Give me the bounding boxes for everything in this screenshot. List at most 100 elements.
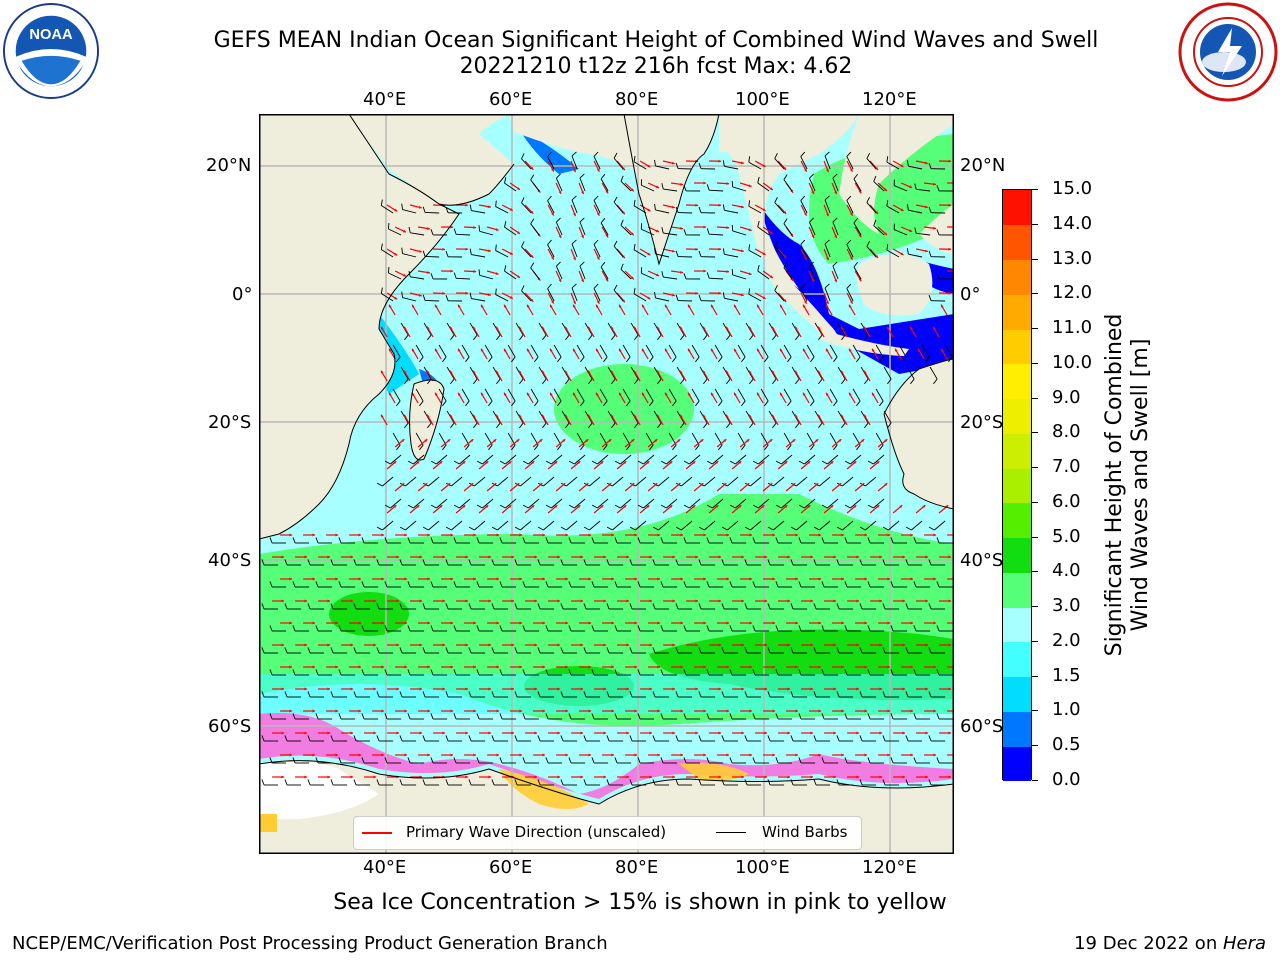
wind-barb xyxy=(757,270,770,280)
wind-barb-feather xyxy=(534,444,539,451)
wind-barb-feather xyxy=(537,603,541,610)
wave-direction-arrowhead xyxy=(925,555,929,559)
wave-direction-arrowhead xyxy=(427,533,431,537)
wind-barb-feather xyxy=(767,779,771,786)
wind-barb-feather xyxy=(430,537,434,544)
wave-direction-arrowhead xyxy=(665,348,668,352)
wave-direction-arrowhead xyxy=(833,775,837,779)
wind-barb-feather xyxy=(593,283,599,289)
wind-barb-feather xyxy=(353,735,357,742)
wind-barb xyxy=(886,205,900,214)
wave-direction-arrowhead xyxy=(792,483,796,487)
wind-barb-feather xyxy=(698,735,702,742)
wave-direction-arrowhead xyxy=(740,293,744,297)
wind-barb-feather xyxy=(856,444,861,451)
wave-direction-arrowhead xyxy=(856,555,860,559)
lat-label-left-20s: 20°S xyxy=(208,412,252,433)
wind-barb-feather xyxy=(879,356,884,363)
wave-direction-arrowhead xyxy=(580,731,584,735)
wave-direction-arrowhead xyxy=(762,208,766,211)
wave-direction-arrowhead xyxy=(527,348,530,352)
wave-direction-arrowhead xyxy=(762,296,766,299)
wind-barb-feather xyxy=(683,757,687,764)
wave-direction-arrowhead xyxy=(450,225,454,229)
wind-barb xyxy=(832,265,839,280)
wave-direction-arrowhead xyxy=(509,252,513,255)
ice-shelf xyxy=(259,760,379,819)
wind-barb-feather xyxy=(933,378,938,385)
wind-barb-feather xyxy=(292,713,296,720)
wave-direction-arrowhead xyxy=(746,439,750,443)
wind-barb-feather xyxy=(491,647,495,654)
wave-direction-arrowhead xyxy=(818,621,822,625)
wave-direction-arrowhead xyxy=(588,709,592,713)
wind-barb-feather xyxy=(821,581,825,588)
wave-direction-arrowhead xyxy=(858,190,862,194)
wind-barb xyxy=(392,344,401,358)
wave-direction-arrowhead xyxy=(404,621,408,625)
wind-barb xyxy=(620,454,632,465)
colorbar-segment xyxy=(1003,259,1031,295)
wave-direction-arrowhead xyxy=(504,392,507,396)
wind-barb-feather xyxy=(752,537,756,544)
wave-direction-arrowhead xyxy=(517,187,521,190)
wind-barb xyxy=(809,266,816,280)
wind-barb xyxy=(547,200,555,214)
wind-barb xyxy=(381,205,394,214)
wind-barb-feather xyxy=(798,581,802,588)
wind-barb-feather xyxy=(399,526,406,531)
wave-direction-arrowhead xyxy=(350,687,354,691)
wave-direction-arrowhead xyxy=(864,370,867,374)
wave-direction-arrowhead xyxy=(600,505,604,509)
wind-barb-feather xyxy=(657,334,662,341)
wind-barb-feather xyxy=(660,713,664,720)
wind-barb-feather xyxy=(307,559,311,566)
colorbar-tick xyxy=(1032,745,1038,747)
wave-direction-arrowhead xyxy=(933,182,937,186)
wind-barb-feather xyxy=(795,422,800,429)
lon-label-bottom-100e: 100°E xyxy=(735,857,790,878)
wave-direction-arrowhead xyxy=(692,461,696,465)
wave-direction-arrowhead xyxy=(504,304,507,308)
wind-barb xyxy=(405,520,417,531)
wind-barb-feather xyxy=(836,559,840,566)
wave-direction-arrowhead xyxy=(741,643,745,647)
wave-direction-arrowhead xyxy=(783,255,787,258)
wind-barb-feather xyxy=(588,378,593,385)
wave-direction-arrowhead xyxy=(792,439,796,443)
wind-barb-feather xyxy=(654,291,656,298)
lon-label-bottom-80e: 80°E xyxy=(615,857,659,878)
wind-barb-feather xyxy=(905,559,909,566)
wave-direction-arrowhead xyxy=(335,577,339,581)
wind-barb-feather xyxy=(588,334,593,341)
wave-direction-arrowhead xyxy=(565,621,569,625)
wave-direction-arrowhead xyxy=(647,252,651,256)
wind-barb-feather xyxy=(703,378,708,385)
wave-direction-arrowhead xyxy=(726,709,730,713)
wave-direction-arrowhead xyxy=(654,439,658,443)
colorbar-tick xyxy=(1032,397,1038,399)
wind-barb xyxy=(853,222,862,236)
wind-barb-feather xyxy=(606,735,610,742)
wind-barb xyxy=(574,454,586,465)
wave-direction-arrowhead xyxy=(764,643,768,647)
wave-direction-arrowhead xyxy=(465,203,469,207)
wind-barb xyxy=(883,366,892,380)
wind-barb xyxy=(645,344,654,358)
wind-barb-feather xyxy=(867,460,874,465)
wind-barb xyxy=(482,498,494,509)
wave-direction-arrowhead xyxy=(833,731,837,735)
wind-barb-feather xyxy=(530,174,535,181)
wind-barb-feather xyxy=(453,757,457,764)
wind-barb xyxy=(853,266,862,280)
wave-direction-arrowhead xyxy=(358,753,362,757)
wave-direction-arrowhead xyxy=(596,256,600,260)
wave-direction-arrowhead xyxy=(876,505,880,509)
wind-barb-feather xyxy=(430,625,434,632)
wave-direction-arrowhead xyxy=(787,555,791,559)
wind-barb-feather xyxy=(514,526,521,531)
wind-barb-feather xyxy=(821,669,825,676)
wind-barb xyxy=(824,243,831,258)
wind-barb-feather xyxy=(453,669,457,676)
colorbar-tick xyxy=(1032,780,1038,781)
